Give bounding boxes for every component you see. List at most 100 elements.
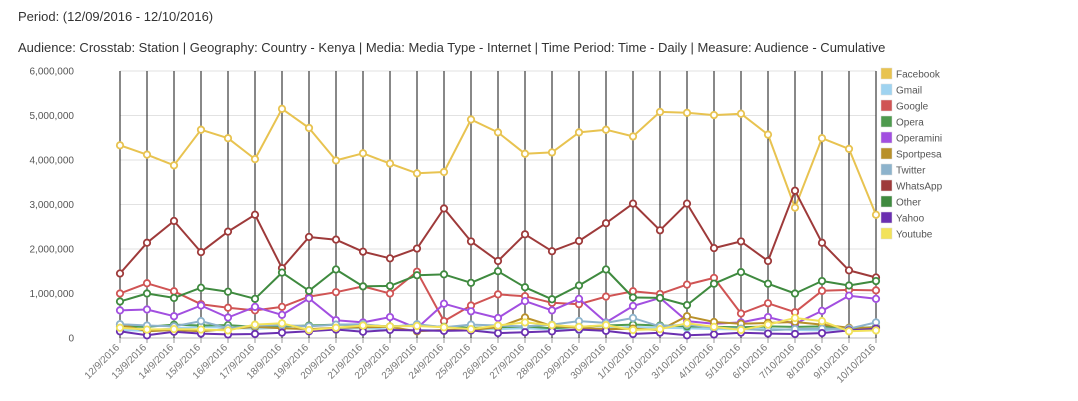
data-point[interactable] — [871, 210, 881, 219]
data-point[interactable] — [520, 283, 530, 292]
data-point[interactable] — [493, 313, 503, 323]
data-point[interactable] — [709, 322, 719, 331]
data-point[interactable] — [655, 226, 665, 235]
data-point[interactable] — [736, 109, 746, 118]
data-point[interactable] — [574, 236, 584, 246]
data-point[interactable] — [817, 286, 827, 295]
data-point[interactable] — [520, 318, 530, 327]
data-point[interactable] — [331, 265, 341, 274]
data-point[interactable] — [844, 144, 854, 153]
legend-item-opera[interactable]: Opera — [880, 115, 924, 129]
data-point[interactable] — [223, 227, 233, 236]
data-point[interactable] — [250, 320, 260, 329]
data-point[interactable] — [277, 328, 287, 337]
data-point[interactable] — [763, 256, 773, 266]
data-point[interactable] — [682, 108, 692, 117]
data-point[interactable] — [331, 323, 341, 332]
data-point[interactable] — [142, 289, 152, 298]
data-point[interactable] — [763, 329, 773, 338]
data-point[interactable] — [682, 312, 692, 321]
data-point[interactable] — [547, 320, 557, 330]
data-point[interactable] — [817, 276, 827, 286]
data-point[interactable] — [358, 149, 368, 158]
data-point[interactable] — [250, 155, 260, 164]
data-point[interactable] — [844, 327, 854, 336]
data-point[interactable] — [142, 325, 152, 334]
data-point[interactable] — [223, 134, 233, 143]
data-point[interactable] — [385, 312, 395, 322]
data-point[interactable] — [385, 159, 395, 168]
data-point[interactable] — [115, 269, 125, 278]
data-point[interactable] — [520, 328, 530, 337]
data-point[interactable] — [223, 326, 233, 335]
data-point[interactable] — [574, 281, 584, 290]
data-point[interactable] — [304, 294, 314, 303]
data-point[interactable] — [277, 104, 287, 113]
data-point[interactable] — [736, 325, 746, 335]
data-point[interactable] — [547, 306, 557, 315]
data-point[interactable] — [628, 293, 638, 302]
data-point[interactable] — [601, 320, 611, 330]
data-point[interactable] — [817, 134, 827, 143]
data-point[interactable] — [412, 244, 422, 253]
data-point[interactable] — [466, 324, 476, 334]
data-point[interactable] — [682, 280, 692, 289]
data-point[interactable] — [709, 244, 719, 253]
data-point[interactable] — [250, 329, 260, 339]
data-point[interactable] — [682, 331, 692, 340]
legend-item-youtube[interactable]: Youtube — [880, 227, 933, 241]
data-point[interactable] — [817, 329, 827, 338]
data-point[interactable] — [466, 115, 476, 124]
data-point[interactable] — [304, 232, 314, 242]
data-point[interactable] — [412, 169, 422, 178]
legend-item-sportpesa[interactable]: Sportpesa — [880, 147, 942, 161]
data-point[interactable] — [169, 324, 179, 334]
data-point[interactable] — [142, 305, 152, 314]
data-point[interactable] — [655, 324, 665, 334]
legend-item-twitter[interactable]: Twitter — [880, 163, 926, 177]
legend-item-yahoo[interactable]: Yahoo — [880, 211, 925, 225]
data-point[interactable] — [574, 294, 584, 303]
data-point[interactable] — [223, 303, 233, 312]
data-point[interactable] — [817, 306, 827, 315]
data-point[interactable] — [601, 125, 611, 134]
data-point[interactable] — [250, 210, 260, 219]
data-point[interactable] — [169, 287, 179, 296]
data-point[interactable] — [223, 313, 233, 322]
data-point[interactable] — [412, 271, 422, 280]
data-point[interactable] — [142, 238, 152, 247]
data-point[interactable] — [115, 306, 125, 315]
data-point[interactable] — [763, 130, 773, 139]
legend-item-other[interactable]: Other — [880, 195, 922, 209]
data-point[interactable] — [790, 186, 800, 195]
data-point[interactable] — [142, 279, 152, 288]
data-point[interactable] — [358, 282, 368, 291]
data-point[interactable] — [493, 256, 503, 266]
data-point[interactable] — [574, 128, 584, 137]
data-point[interactable] — [628, 325, 638, 335]
data-point[interactable] — [493, 329, 503, 338]
data-point[interactable] — [277, 268, 287, 277]
data-point[interactable] — [385, 254, 395, 263]
data-point[interactable] — [115, 141, 125, 150]
data-point[interactable] — [817, 238, 827, 247]
data-point[interactable] — [601, 219, 611, 228]
data-point[interactable] — [169, 312, 179, 321]
data-point[interactable] — [169, 161, 179, 170]
data-point[interactable] — [196, 283, 206, 292]
data-point[interactable] — [169, 293, 179, 303]
data-point[interactable] — [709, 330, 719, 339]
data-point[interactable] — [439, 323, 449, 332]
data-point[interactable] — [466, 237, 476, 246]
data-point[interactable] — [790, 289, 800, 298]
data-point[interactable] — [223, 287, 233, 296]
data-point[interactable] — [709, 279, 719, 288]
data-point[interactable] — [331, 288, 341, 297]
data-point[interactable] — [250, 294, 260, 303]
data-point[interactable] — [304, 286, 314, 295]
data-point[interactable] — [439, 204, 449, 213]
data-point[interactable] — [547, 247, 557, 256]
data-point[interactable] — [763, 299, 773, 308]
data-point[interactable] — [250, 302, 260, 311]
data-point[interactable] — [871, 286, 881, 295]
